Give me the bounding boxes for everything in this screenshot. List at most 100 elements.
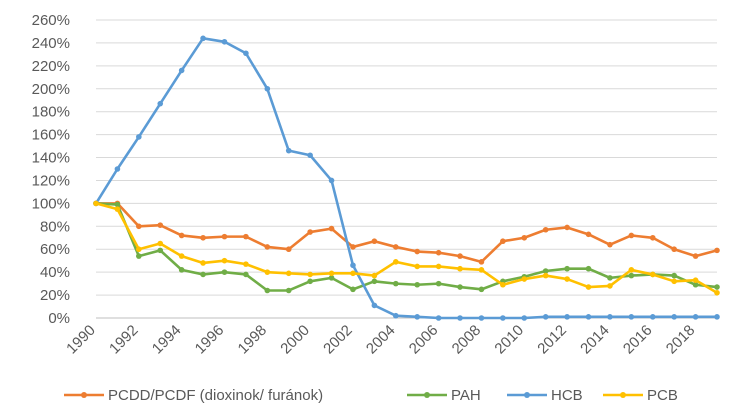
data-point [564,314,570,320]
data-point [350,244,356,250]
data-point [714,247,720,254]
legend-swatch-marker [524,392,530,398]
data-point [714,289,720,296]
data-point [285,270,292,277]
data-point [307,229,313,235]
x-tick-label: 2000 [277,322,313,358]
series-hcb [93,35,720,321]
grid-layer [96,19,717,319]
data-point [328,225,335,232]
data-point [628,314,635,320]
data-point [500,315,506,321]
legend-swatch-marker [424,392,430,398]
data-point [307,278,313,285]
data-point [542,226,549,233]
x-tick-label: 2004 [363,322,399,358]
legend-item: PCDD/PCDF (dioxinok/ furánok) [64,387,323,404]
data-point [478,315,485,321]
x-tick-label: 2016 [620,322,656,358]
data-point [350,270,356,277]
x-tick-label: 1992 [106,322,142,358]
data-point [564,265,570,272]
data-point [200,35,206,42]
data-point [264,287,271,294]
data-point [692,314,699,320]
data-point [350,286,356,293]
data-point [521,234,528,241]
data-point [649,234,656,241]
data-point [521,276,528,282]
data-point [392,244,399,250]
data-point [114,166,121,172]
data-point [157,100,164,107]
data-point [371,278,378,285]
data-point [285,287,292,294]
data-point [221,269,228,275]
series-line [94,202,719,264]
data-point [243,261,249,267]
data-point [692,253,699,259]
data-point [714,284,720,290]
data-point [542,314,549,320]
data-point [607,283,613,289]
data-point [114,206,121,212]
plot-area [93,35,720,321]
data-point [264,269,271,275]
data-point [628,272,635,279]
data-point [93,200,99,207]
data-point [157,240,164,247]
y-tick-label: 200% [32,81,70,98]
x-tick-label: 2002 [320,322,356,358]
legend-item: PCB [603,387,678,404]
x-tick-label: 2006 [406,322,442,358]
data-point [371,272,378,279]
data-point [200,260,206,266]
y-tick-label: 180% [32,104,70,121]
x-tick-label: 1990 [63,322,99,358]
data-point [564,276,570,282]
data-point [435,280,442,287]
x-tick-label: 2008 [449,322,485,358]
data-point [607,275,613,281]
legend-label: PCB [647,387,678,404]
y-tick-label: 120% [32,172,70,189]
series-pcdd-pcdf [93,200,720,265]
data-point [136,134,142,140]
data-point [607,241,613,248]
data-point [392,312,399,319]
data-point [585,265,592,272]
series-line [94,202,719,292]
data-point [178,67,185,74]
x-tick-label: 1996 [192,322,228,358]
data-point [607,314,613,320]
data-point [414,248,421,255]
data-point [628,267,635,273]
data-point [221,38,228,45]
data-point [221,257,228,264]
y-tick-label: 140% [32,150,70,167]
data-point [307,152,313,159]
data-point [264,85,271,92]
y-tick-label: 260% [32,12,70,29]
data-point [649,314,656,320]
data-point [371,238,378,245]
data-point [350,262,356,269]
data-point [714,314,720,320]
data-point [435,249,442,256]
y-tick-label: 100% [32,195,70,212]
legend: PCDD/PCDF (dioxinok/ furánok) PAH HCB PCB [64,387,678,404]
legend-label: HCB [551,387,583,404]
data-point [392,280,399,287]
y-tick-label: 60% [40,241,70,258]
data-point [585,314,592,320]
y-tick-label: 220% [32,58,70,75]
data-point [178,253,185,259]
legend-swatch-marker [620,392,626,398]
data-point [371,302,378,309]
y-tick-label: 0% [48,310,70,327]
data-point [328,177,335,184]
y-tick-label: 40% [40,264,70,281]
data-point [285,246,292,253]
data-point [457,284,463,290]
x-tick-label: 2012 [534,322,570,358]
